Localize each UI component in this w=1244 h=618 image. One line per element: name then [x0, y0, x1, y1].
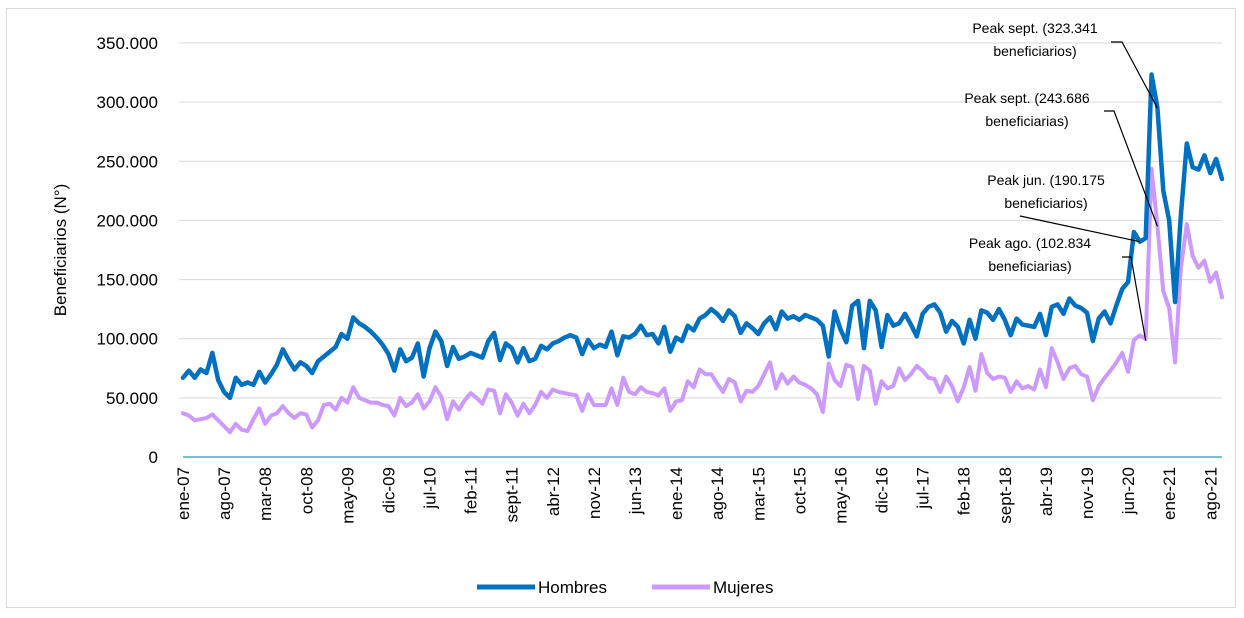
x-tick-label: oct-15 — [790, 467, 809, 514]
x-axis-ticks: ene-07 ago-07 mar-08 oct-08 may-09 dic-09 jul-… — [174, 467, 1220, 524]
annotations: Peak sept. (323.341 beneficiarios) Peak se… — [964, 20, 1158, 341]
annotation-leader-line — [1104, 110, 1158, 227]
x-tick-label: dic-16 — [873, 467, 892, 513]
x-tick-label: jun-20 — [1119, 467, 1138, 515]
gridlines — [179, 42, 1222, 399]
chart-frame — [6, 8, 1236, 608]
series-line-mujeres — [181, 166, 1224, 435]
x-tick-label: sept-11 — [503, 467, 522, 522]
annotation-leader-line — [1111, 41, 1158, 109]
x-tick-label: ene-07 — [174, 467, 193, 520]
legend: Hombres Mujeres — [477, 578, 773, 597]
y-tick-label: 200.000 — [97, 211, 158, 230]
x-tick-label: jul-17 — [914, 467, 933, 510]
x-tick-label: jul-10 — [421, 467, 440, 510]
annotation-text: Peak ago. (102.834 — [969, 235, 1091, 251]
x-tick-label: mar-15 — [749, 467, 768, 521]
x-tick-label: ago-14 — [708, 467, 727, 520]
x-tick-label: dic-09 — [379, 467, 398, 513]
annotation-text: Peak sept. (323.341 — [972, 20, 1098, 36]
annotation-leader-line — [1019, 215, 1140, 243]
annotation-text: Peak jun. (190.175 — [987, 172, 1105, 188]
x-tick-label: jun-13 — [626, 467, 645, 515]
y-axis-ticks: 0 50.000 100.000 150.000 200.000 250.000 300.0… — [97, 34, 158, 467]
x-tick-label: nov-19 — [1078, 467, 1097, 519]
annotation-leader-line — [1122, 256, 1147, 341]
x-tick-label: feb-11 — [462, 467, 481, 514]
y-tick-label: 350.000 — [97, 34, 158, 53]
x-tick-label: feb-18 — [955, 467, 974, 515]
y-tick-label: 150.000 — [97, 271, 158, 290]
x-tick-label: may-09 — [338, 467, 357, 524]
y-tick-label: 100.000 — [97, 330, 158, 349]
x-tick-label: may-16 — [831, 467, 850, 524]
series-lines — [180, 72, 1225, 435]
legend-label-hombres: Hombres — [538, 578, 607, 597]
x-tick-label: ago-21 — [1201, 467, 1220, 520]
annotation-text: beneficiarias) — [988, 258, 1071, 274]
x-tick-label: ene-21 — [1160, 467, 1179, 520]
x-tick-label: ene-14 — [667, 467, 686, 520]
x-tick-label: nov-12 — [585, 467, 604, 519]
y-tick-label: 0 — [149, 448, 158, 467]
annotation-text: beneficiarios) — [1004, 195, 1087, 211]
annotation-text: beneficiarias) — [985, 113, 1068, 129]
x-tick-label: oct-08 — [297, 467, 316, 514]
x-tick-label: sept-18 — [996, 467, 1015, 524]
y-tick-label: 50.000 — [106, 389, 158, 408]
legend-label-mujeres: Mujeres — [713, 578, 773, 597]
x-tick-label: mar-08 — [256, 467, 275, 521]
x-tick-label: abr-12 — [544, 467, 563, 516]
x-tick-label: ago-07 — [215, 467, 234, 520]
y-axis-label: Beneficiarios (N°) — [51, 184, 70, 316]
y-tick-label: 300.000 — [97, 93, 158, 112]
annotation-text: beneficiarios) — [993, 43, 1076, 59]
y-tick-label: 250.000 — [97, 152, 158, 171]
series-line-hombres — [180, 72, 1225, 401]
x-tick-label: abr-19 — [1037, 467, 1056, 516]
annotation-text: Peak sept. (243.686 — [964, 90, 1090, 106]
